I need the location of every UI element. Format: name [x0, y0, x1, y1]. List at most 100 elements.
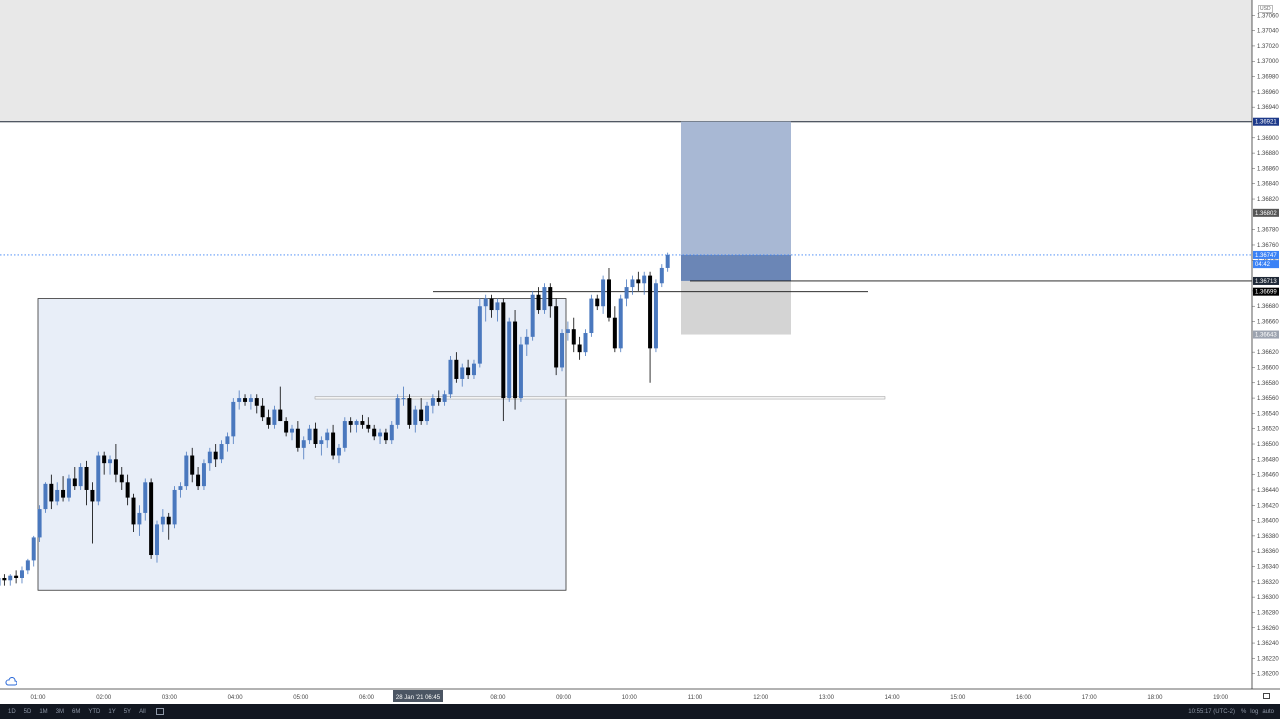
candle-body	[272, 409, 277, 425]
candle-body	[548, 287, 553, 307]
scale-option-auto[interactable]: auto	[1262, 708, 1274, 715]
candle-body	[407, 398, 412, 425]
candle-body	[413, 409, 418, 425]
y-tick-label: 1.36480	[1257, 457, 1279, 463]
range-button-1y[interactable]: 1Y	[108, 708, 116, 715]
y-tick-label: 1.36500	[1257, 442, 1279, 448]
price-label-bg	[1253, 250, 1279, 259]
candle-body	[354, 421, 359, 425]
candle-body	[466, 367, 471, 376]
candle-body	[196, 474, 201, 487]
y-tick-label: 1.36440	[1257, 488, 1279, 494]
range-button-6m[interactable]: 6M	[72, 708, 81, 715]
candle-body	[119, 474, 124, 483]
range-button-5y[interactable]: 5Y	[123, 708, 132, 715]
candle-body	[248, 398, 253, 402]
candle-body	[8, 575, 13, 581]
candle-body	[495, 302, 500, 311]
candle-body	[102, 455, 107, 464]
candle-body	[536, 294, 541, 311]
range-button-1d[interactable]: 1D	[8, 708, 16, 715]
candle-body	[530, 294, 535, 337]
candle-body	[618, 298, 623, 349]
price-label: 1.36643	[1255, 333, 1277, 339]
candle-body	[154, 524, 159, 556]
candle-body	[665, 254, 670, 268]
candle-body	[583, 333, 588, 353]
price-label-bg	[1253, 276, 1279, 285]
candle-body	[113, 459, 118, 475]
candle-body	[430, 398, 435, 406]
y-tick-label: 1.36360	[1257, 549, 1279, 555]
candle-body	[213, 451, 218, 460]
clock-text: 10:55:17 (UTC-2)	[1188, 708, 1235, 715]
range-button-3m[interactable]: 3M	[55, 708, 65, 715]
range-button-ytd[interactable]: YTD	[88, 708, 101, 715]
candle-body	[454, 359, 459, 379]
x-tick-label: 10:00	[622, 695, 638, 701]
candle-body	[55, 489, 60, 502]
chart-area[interactable]: 1.37060 1.37040 1.37020 1.37000 1.36980 1.369…	[0, 0, 1280, 704]
y-tick-label: 1.36880	[1257, 151, 1279, 157]
candle-body	[166, 516, 171, 525]
candle-body	[554, 306, 559, 368]
candle-body	[172, 489, 177, 525]
x-tick-label: 08:00	[490, 695, 506, 701]
candle-body	[477, 306, 482, 364]
candle-body	[571, 329, 576, 345]
y-tick-label: 1.36320	[1257, 580, 1279, 586]
candle-body	[307, 428, 312, 441]
x-tick-label: 02:00	[96, 695, 112, 701]
x-tick-label: 16:00	[1016, 695, 1032, 701]
price-label: 04:42	[1255, 262, 1271, 268]
candle-body	[84, 466, 89, 490]
y-tick-label: 1.36840	[1257, 182, 1279, 188]
candle-body	[266, 417, 271, 425]
candle-body	[14, 575, 19, 578]
y-tick-label: 1.36620	[1257, 350, 1279, 356]
crosshair-time-bg	[393, 690, 443, 702]
candle-body	[489, 298, 494, 311]
y-tick-label: 1.36940	[1257, 105, 1279, 111]
stop-zone	[681, 280, 791, 335]
y-tick-label: 1.36900	[1257, 136, 1279, 142]
candle-body	[501, 302, 506, 399]
candle-body	[231, 401, 236, 437]
candle-body	[659, 267, 664, 284]
y-tick-label: 1.36460	[1257, 473, 1279, 479]
range-button-all[interactable]: All	[139, 708, 146, 715]
price-label-bg	[1253, 117, 1279, 126]
candles	[0, 252, 670, 586]
x-tick-label: 05:00	[293, 695, 309, 701]
y-tick-label: 1.36600	[1257, 365, 1279, 371]
range-button-5d[interactable]: 5D	[23, 708, 32, 715]
candle-body	[612, 317, 617, 349]
candle-body	[178, 486, 183, 490]
x-tick-label: 03:00	[162, 695, 178, 701]
crosshair-time-label: 28 Jan '21 06:45	[396, 695, 441, 701]
candle-body	[425, 405, 430, 422]
range-button-1m[interactable]: 1M	[39, 708, 48, 715]
scale-option-percent[interactable]: %	[1240, 708, 1247, 715]
price-label-bg	[1253, 260, 1279, 269]
candle-body	[301, 440, 306, 448]
candle-body	[471, 363, 476, 376]
reset-scale-icon[interactable]	[1263, 693, 1270, 699]
cloud-icon[interactable]	[5, 673, 18, 686]
currency-badge[interactable]: USD	[1258, 5, 1273, 13]
price-label: 1.36921	[1255, 120, 1277, 126]
x-tick-label: 18:00	[1147, 695, 1163, 701]
candle-body	[331, 432, 336, 456]
y-tick-label: 1.36980	[1257, 75, 1279, 81]
candle-body	[19, 570, 24, 578]
candle-body	[25, 560, 30, 571]
candle-body	[43, 483, 48, 510]
price-label: 1.36802	[1255, 211, 1277, 217]
y-tick-label: 1.36520	[1257, 427, 1279, 433]
candle-body	[360, 421, 365, 425]
goto-date-icon[interactable]	[155, 708, 164, 715]
candle-body	[577, 344, 582, 353]
y-tick-label: 1.36420	[1257, 503, 1279, 509]
scale-option-log[interactable]: log	[1250, 708, 1259, 715]
candle-body	[565, 329, 570, 334]
